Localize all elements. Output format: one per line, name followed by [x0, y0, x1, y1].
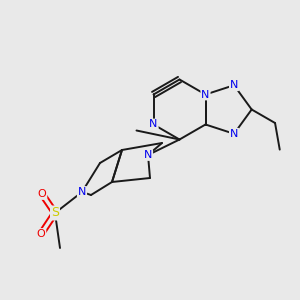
Text: S: S [51, 206, 59, 220]
Text: N: N [149, 119, 158, 130]
Text: O: O [38, 189, 46, 199]
Text: N: N [230, 129, 238, 139]
Text: N: N [144, 150, 152, 160]
Text: N: N [78, 187, 86, 197]
Text: N: N [201, 89, 210, 100]
Text: O: O [37, 229, 45, 239]
Text: N: N [230, 80, 238, 90]
